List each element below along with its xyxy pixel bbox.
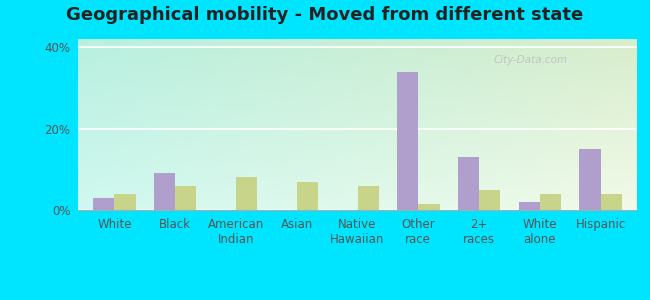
- Bar: [297, 182, 318, 210]
- Bar: [358, 186, 379, 210]
- Bar: [601, 194, 622, 210]
- Bar: [154, 173, 176, 210]
- Bar: [519, 202, 540, 210]
- Text: City-Data.com: City-Data.com: [494, 55, 568, 65]
- Bar: [93, 198, 114, 210]
- Bar: [579, 149, 601, 210]
- Bar: [418, 204, 439, 210]
- Text: Geographical mobility - Moved from different state: Geographical mobility - Moved from diffe…: [66, 6, 584, 24]
- Bar: [540, 194, 561, 210]
- Bar: [479, 190, 501, 210]
- Bar: [114, 194, 136, 210]
- Bar: [236, 177, 257, 210]
- Bar: [397, 72, 418, 210]
- Bar: [458, 157, 479, 210]
- Bar: [176, 186, 196, 210]
